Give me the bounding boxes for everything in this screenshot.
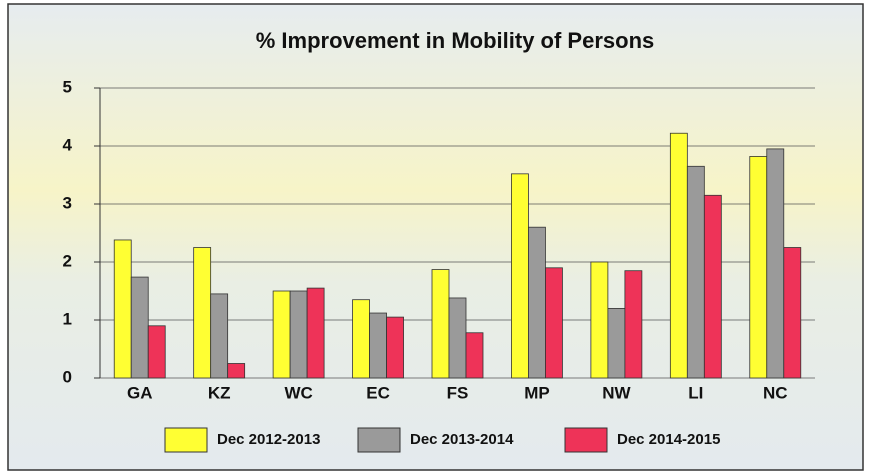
bar (465, 332, 484, 379)
bar (352, 299, 370, 379)
chart-title: % Improvement in Mobility of Persons (256, 28, 655, 53)
x-tick-label: NW (602, 383, 631, 402)
bar (686, 165, 705, 379)
y-tick-label: 5 (63, 77, 72, 96)
bar (783, 247, 802, 379)
legend-label: Dec 2014-2015 (617, 431, 720, 448)
bar (147, 325, 166, 379)
y-tick-label: 4 (63, 135, 73, 154)
x-tick-label: MP (524, 383, 550, 402)
bar (227, 363, 246, 379)
bar (448, 297, 467, 379)
bar (624, 270, 643, 379)
y-tick-label: 1 (63, 309, 72, 328)
bar (528, 226, 546, 379)
bar (289, 290, 308, 379)
x-tick-label: NC (763, 383, 788, 402)
y-tick-label: 3 (63, 193, 72, 212)
x-tick-label: LI (688, 383, 703, 402)
legend-swatch (357, 427, 401, 453)
bar (545, 267, 563, 379)
bar (130, 276, 149, 379)
bar (272, 290, 291, 379)
bar (210, 293, 229, 379)
legend-swatch (564, 427, 608, 453)
legend-label: Dec 2013-2014 (410, 431, 514, 448)
bar (749, 156, 768, 379)
x-tick-label: KZ (208, 383, 231, 402)
bar (369, 312, 387, 379)
legend-label: Dec 2012-2013 (217, 431, 320, 448)
legend-swatch (164, 427, 208, 453)
y-tick-label: 2 (63, 251, 72, 270)
bar (590, 261, 609, 379)
bar (766, 148, 785, 379)
bar (607, 307, 626, 379)
bar (511, 173, 529, 379)
y-tick-label: 0 (63, 367, 72, 386)
bar (431, 269, 450, 379)
x-tick-label: GA (127, 383, 153, 402)
x-tick-label: EC (366, 383, 390, 402)
bar (306, 287, 325, 379)
bar (386, 316, 404, 379)
bar (113, 239, 132, 379)
bar (193, 247, 212, 379)
bar (703, 194, 722, 379)
x-tick-label: FS (447, 383, 469, 402)
x-tick-label: WC (284, 383, 312, 402)
bar (669, 132, 688, 379)
